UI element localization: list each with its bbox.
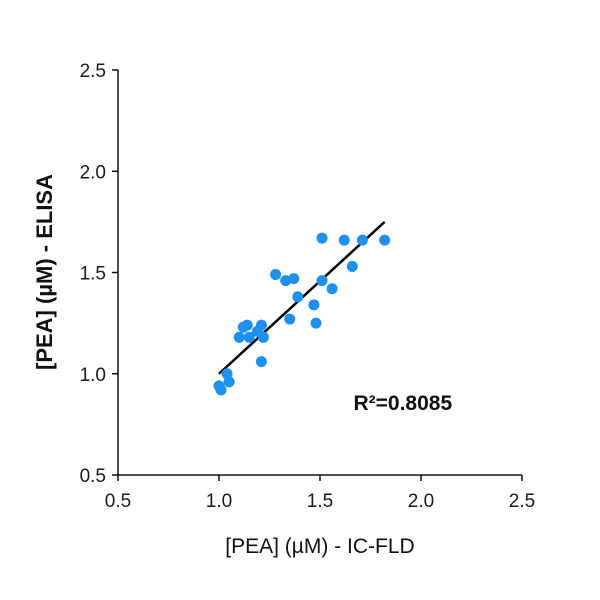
y-tick-label: 0.5 xyxy=(80,466,106,487)
data-point xyxy=(270,269,282,281)
data-point xyxy=(241,319,253,331)
y-tick-label: 2.0 xyxy=(80,162,106,183)
data-point xyxy=(223,376,235,388)
data-point xyxy=(338,234,350,246)
x-tick-label: 2.0 xyxy=(408,491,434,512)
x-tick-label: 1.0 xyxy=(206,491,232,512)
y-tick-label: 1.0 xyxy=(80,365,106,386)
x-tick-label: 2.5 xyxy=(509,491,535,512)
axis-ticks: 0.5 1.0 1.5 2.0 2.5 0.5 1.0 1.5 2.0 2.5 xyxy=(80,61,536,512)
data-point xyxy=(215,384,227,396)
y-axis-title: [PEA] (µM) - ELISA xyxy=(32,174,57,370)
data-point xyxy=(284,313,296,325)
data-point xyxy=(308,299,320,311)
x-tick-label: 0.5 xyxy=(105,491,131,512)
data-point xyxy=(346,260,358,272)
data-point xyxy=(292,291,304,303)
data-point xyxy=(316,232,328,244)
data-point xyxy=(257,331,269,343)
data-point xyxy=(310,317,322,329)
data-point xyxy=(255,319,267,331)
axes xyxy=(117,70,522,476)
y-tick-label: 1.5 xyxy=(80,264,106,285)
data-point xyxy=(356,234,368,246)
data-points xyxy=(213,232,391,396)
data-point xyxy=(326,283,338,295)
data-point xyxy=(255,356,267,368)
x-axis-title: [PEA] (µM) - IC-FLD xyxy=(225,535,414,558)
data-point xyxy=(316,275,328,287)
x-tick-label: 1.5 xyxy=(307,491,333,512)
r-squared-annotation: R²=0.8085 xyxy=(353,392,452,415)
y-tick-label: 2.5 xyxy=(80,61,106,82)
data-point xyxy=(243,331,255,343)
data-point xyxy=(233,331,245,343)
data-point xyxy=(288,273,300,285)
data-point xyxy=(379,234,391,246)
